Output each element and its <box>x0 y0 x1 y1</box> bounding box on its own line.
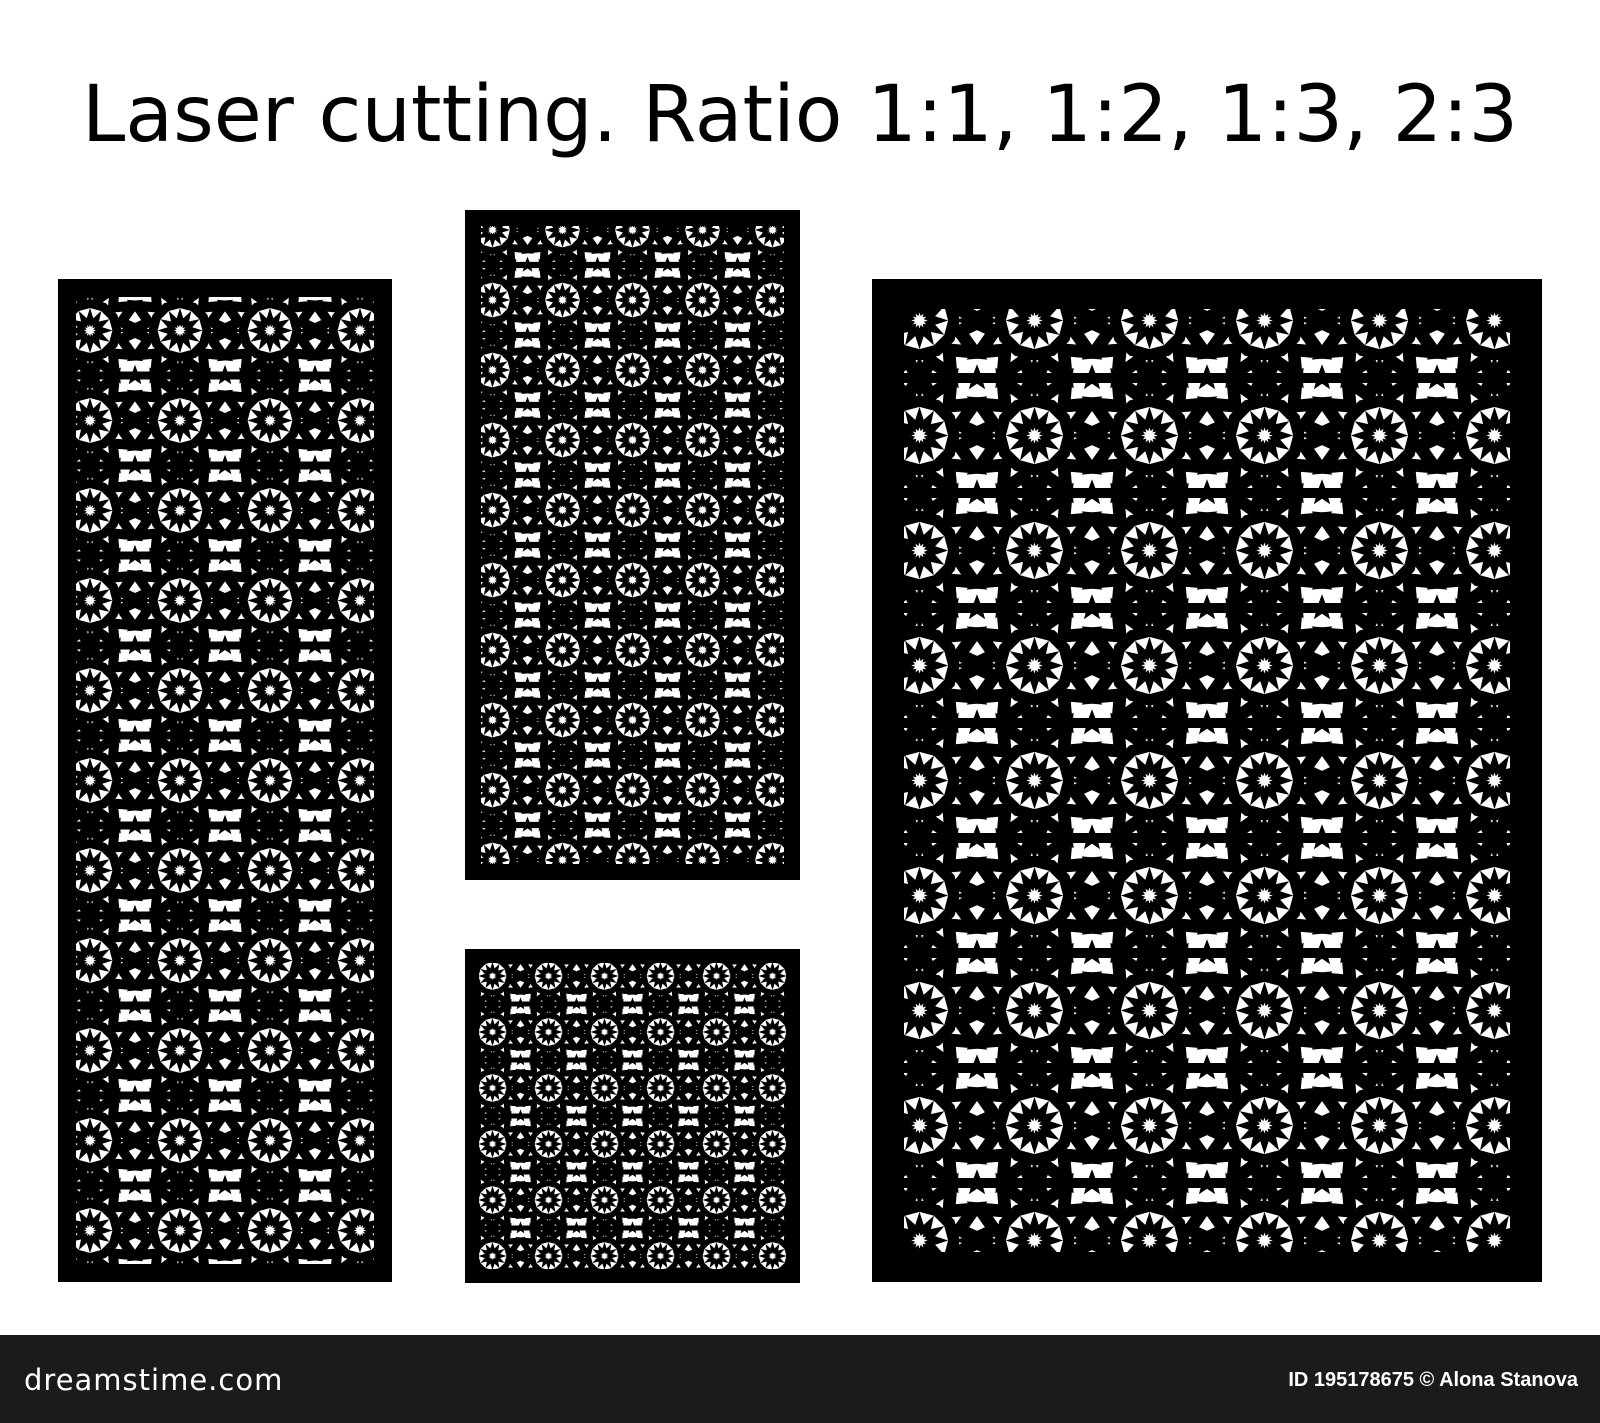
panel-1-3 <box>58 279 392 1282</box>
footer-credit: ID 195178675 © Alona Stanova <box>1288 1369 1578 1391</box>
pattern-panel-1-1 <box>479 963 786 1269</box>
panel-1-2 <box>465 210 800 880</box>
panel-1-1 <box>465 949 800 1283</box>
pattern-panel-1-3 <box>76 297 374 1264</box>
page-title: Laser cutting. Ratio 1:1, 1:2, 1:3, 2:3 <box>81 70 1519 160</box>
footer-bar: dreamstime.com ID 195178675 © Alona Stan… <box>0 1335 1600 1423</box>
pattern-panel-1-2 <box>481 226 784 864</box>
panel-2-3 <box>872 279 1542 1282</box>
footer-logo[interactable]: dreamstime.com <box>24 1363 284 1397</box>
pattern-panel-2-3 <box>904 309 1510 1252</box>
